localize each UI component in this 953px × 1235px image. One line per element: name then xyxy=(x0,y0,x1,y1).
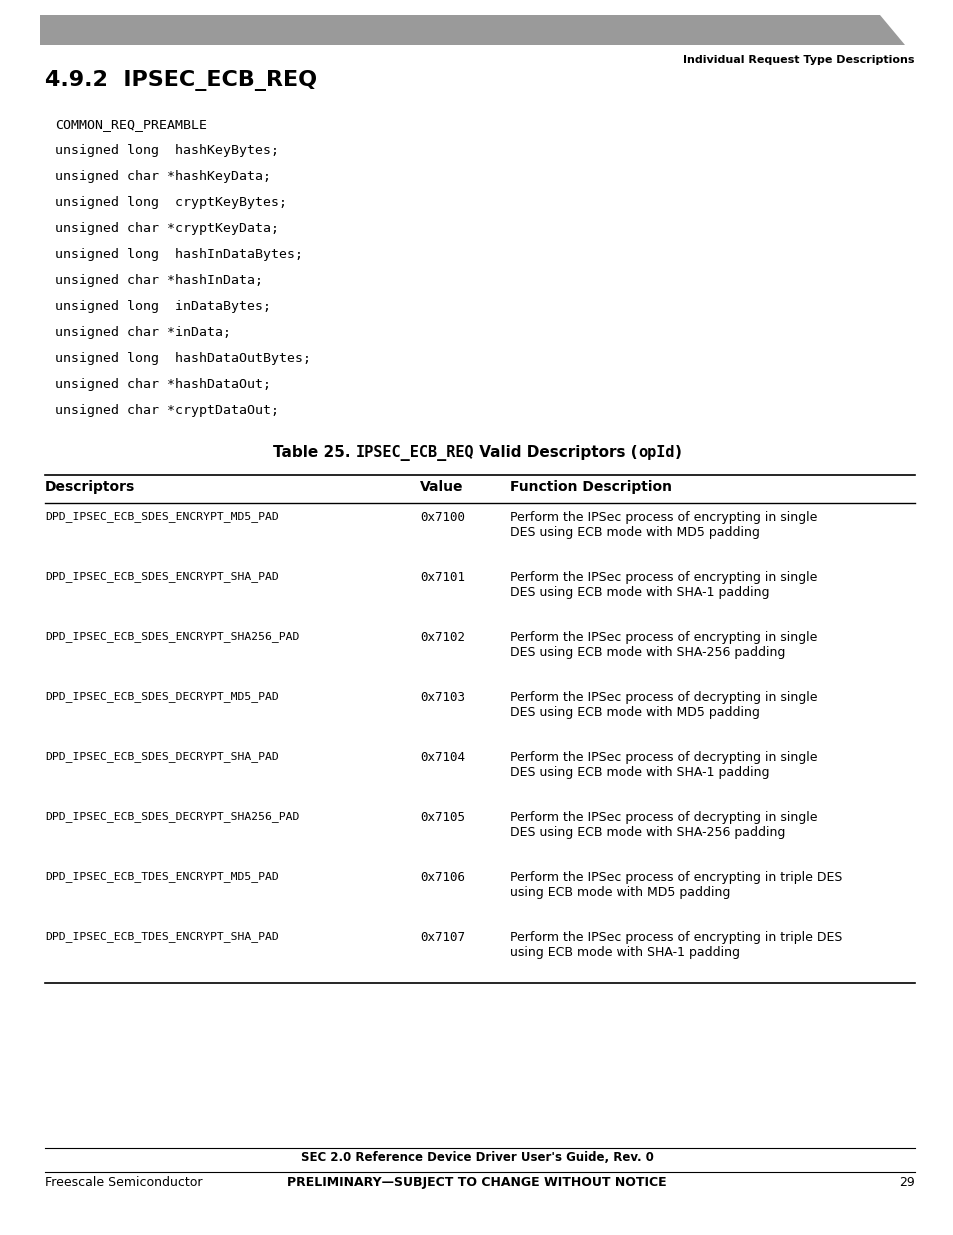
Text: Function Description: Function Description xyxy=(510,480,671,494)
Text: IPSEC_ECB_REQ: IPSEC_ECB_REQ xyxy=(355,445,474,461)
Text: DPD_IPSEC_ECB_SDES_DECRYPT_SHA_PAD: DPD_IPSEC_ECB_SDES_DECRYPT_SHA_PAD xyxy=(45,751,278,762)
Text: opId: opId xyxy=(638,445,674,459)
Text: unsigned long  hashDataOutBytes;: unsigned long hashDataOutBytes; xyxy=(55,352,311,366)
Text: Value: Value xyxy=(419,480,463,494)
Text: unsigned long  hashInDataBytes;: unsigned long hashInDataBytes; xyxy=(55,248,303,261)
Text: Valid Descriptors (: Valid Descriptors ( xyxy=(474,445,638,459)
Text: SEC 2.0 Reference Device Driver User's Guide, Rev. 0: SEC 2.0 Reference Device Driver User's G… xyxy=(300,1151,653,1165)
Text: unsigned long  hashKeyBytes;: unsigned long hashKeyBytes; xyxy=(55,144,278,157)
Text: Perform the IPSec process of encrypting in triple DES
using ECB mode with SHA-1 : Perform the IPSec process of encrypting … xyxy=(510,931,841,960)
Text: unsigned char *hashDataOut;: unsigned char *hashDataOut; xyxy=(55,378,271,391)
Text: PRELIMINARY—SUBJECT TO CHANGE WITHOUT NOTICE: PRELIMINARY—SUBJECT TO CHANGE WITHOUT NO… xyxy=(287,1176,666,1189)
Polygon shape xyxy=(40,15,904,44)
Text: 0x7102: 0x7102 xyxy=(419,631,464,643)
Text: unsigned char *cryptKeyData;: unsigned char *cryptKeyData; xyxy=(55,222,278,235)
Text: DPD_IPSEC_ECB_SDES_DECRYPT_SHA256_PAD: DPD_IPSEC_ECB_SDES_DECRYPT_SHA256_PAD xyxy=(45,811,299,823)
Text: 0x7104: 0x7104 xyxy=(419,751,464,764)
Text: Descriptors: Descriptors xyxy=(45,480,135,494)
Text: Table 25.: Table 25. xyxy=(273,445,355,459)
Text: Perform the IPSec process of decrypting in single
DES using ECB mode with SHA-1 : Perform the IPSec process of decrypting … xyxy=(510,751,817,779)
Text: DPD_IPSEC_ECB_SDES_ENCRYPT_MD5_PAD: DPD_IPSEC_ECB_SDES_ENCRYPT_MD5_PAD xyxy=(45,511,278,522)
Text: unsigned long  inDataBytes;: unsigned long inDataBytes; xyxy=(55,300,271,312)
Text: 4.9.2  IPSEC_ECB_REQ: 4.9.2 IPSEC_ECB_REQ xyxy=(45,70,316,91)
Text: COMMON_REQ_PREAMBLE: COMMON_REQ_PREAMBLE xyxy=(55,119,207,131)
Text: unsigned char *hashKeyData;: unsigned char *hashKeyData; xyxy=(55,170,271,183)
Text: unsigned char *cryptDataOut;: unsigned char *cryptDataOut; xyxy=(55,404,278,417)
Text: Perform the IPSec process of encrypting in single
DES using ECB mode with MD5 pa: Perform the IPSec process of encrypting … xyxy=(510,511,817,538)
Text: Perform the IPSec process of encrypting in triple DES
using ECB mode with MD5 pa: Perform the IPSec process of encrypting … xyxy=(510,871,841,899)
Text: ): ) xyxy=(674,445,680,459)
Text: Perform the IPSec process of decrypting in single
DES using ECB mode with SHA-25: Perform the IPSec process of decrypting … xyxy=(510,811,817,839)
Text: 0x7106: 0x7106 xyxy=(419,871,464,884)
Text: Freescale Semiconductor: Freescale Semiconductor xyxy=(45,1176,202,1189)
Text: unsigned char *inData;: unsigned char *inData; xyxy=(55,326,231,338)
Text: Perform the IPSec process of encrypting in single
DES using ECB mode with SHA-1 : Perform the IPSec process of encrypting … xyxy=(510,571,817,599)
Text: Perform the IPSec process of decrypting in single
DES using ECB mode with MD5 pa: Perform the IPSec process of decrypting … xyxy=(510,692,817,719)
Text: 0x7105: 0x7105 xyxy=(419,811,464,824)
Text: unsigned char *hashInData;: unsigned char *hashInData; xyxy=(55,274,263,287)
Text: unsigned long  cryptKeyBytes;: unsigned long cryptKeyBytes; xyxy=(55,196,287,209)
Text: DPD_IPSEC_ECB_SDES_ENCRYPT_SHA_PAD: DPD_IPSEC_ECB_SDES_ENCRYPT_SHA_PAD xyxy=(45,571,278,582)
Text: 29: 29 xyxy=(899,1176,914,1189)
Text: 0x7100: 0x7100 xyxy=(419,511,464,524)
Text: Individual Request Type Descriptions: Individual Request Type Descriptions xyxy=(682,56,914,65)
Text: DPD_IPSEC_ECB_SDES_ENCRYPT_SHA256_PAD: DPD_IPSEC_ECB_SDES_ENCRYPT_SHA256_PAD xyxy=(45,631,299,642)
Text: DPD_IPSEC_ECB_TDES_ENCRYPT_SHA_PAD: DPD_IPSEC_ECB_TDES_ENCRYPT_SHA_PAD xyxy=(45,931,278,942)
Text: Perform the IPSec process of encrypting in single
DES using ECB mode with SHA-25: Perform the IPSec process of encrypting … xyxy=(510,631,817,659)
Text: DPD_IPSEC_ECB_TDES_ENCRYPT_MD5_PAD: DPD_IPSEC_ECB_TDES_ENCRYPT_MD5_PAD xyxy=(45,871,278,882)
Text: 0x7101: 0x7101 xyxy=(419,571,464,584)
Text: 0x7103: 0x7103 xyxy=(419,692,464,704)
Text: DPD_IPSEC_ECB_SDES_DECRYPT_MD5_PAD: DPD_IPSEC_ECB_SDES_DECRYPT_MD5_PAD xyxy=(45,692,278,701)
Text: 0x7107: 0x7107 xyxy=(419,931,464,944)
